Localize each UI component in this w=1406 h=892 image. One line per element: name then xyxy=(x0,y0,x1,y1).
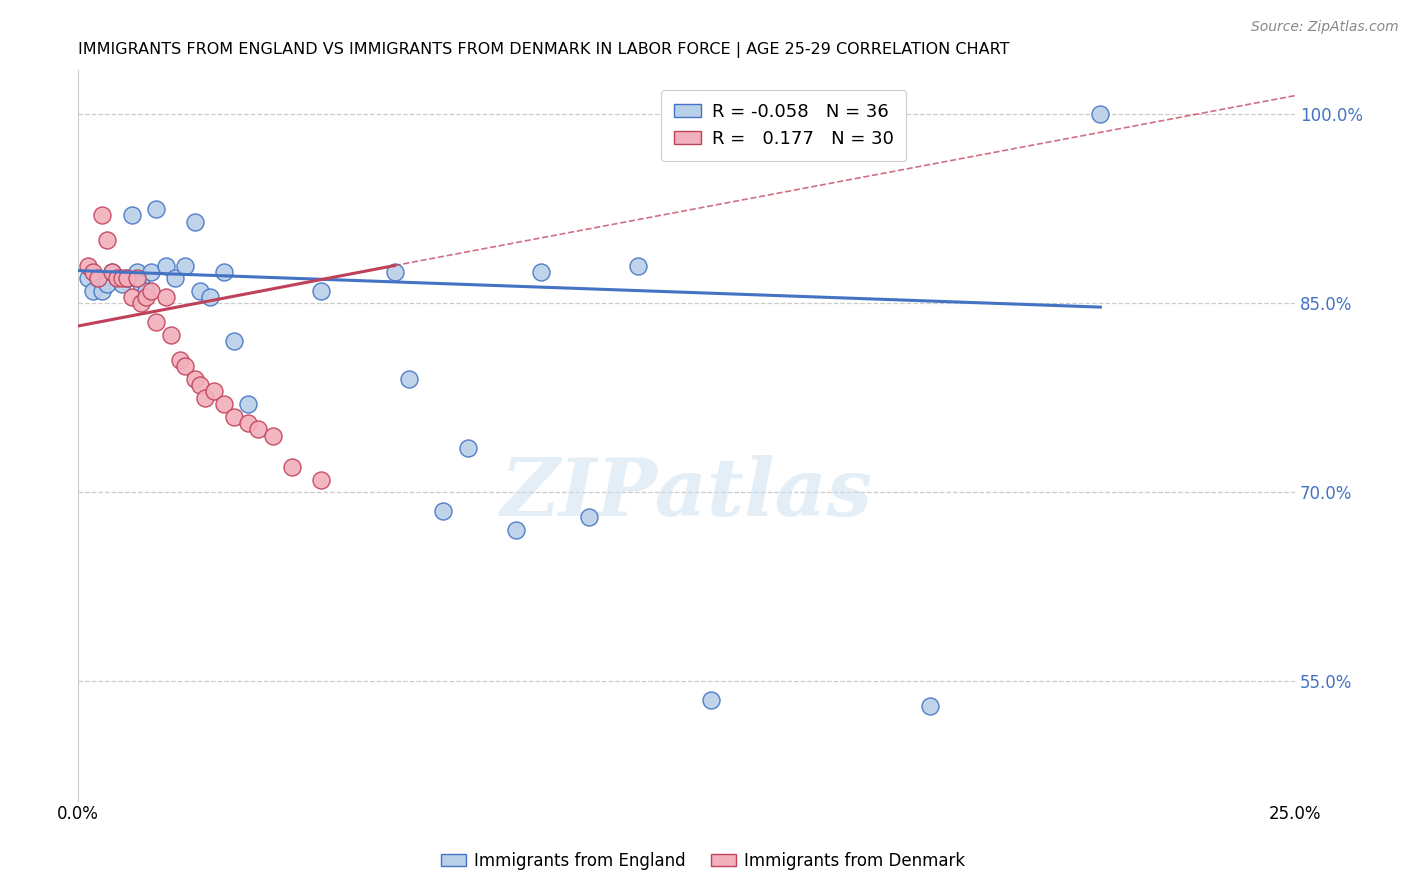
Point xyxy=(76,271,98,285)
Point xyxy=(169,353,191,368)
Point xyxy=(238,416,260,430)
Point xyxy=(101,265,124,279)
Point xyxy=(311,473,333,487)
Point xyxy=(222,409,245,424)
Point xyxy=(578,510,600,524)
Point xyxy=(82,284,104,298)
Point xyxy=(139,284,162,298)
Point xyxy=(125,265,148,279)
Point xyxy=(121,208,143,222)
Text: IMMIGRANTS FROM ENGLAND VS IMMIGRANTS FROM DENMARK IN LABOR FORCE | AGE 25-29 CO: IMMIGRANTS FROM ENGLAND VS IMMIGRANTS FR… xyxy=(79,42,1010,58)
Point xyxy=(262,428,284,442)
Point xyxy=(115,271,138,285)
Point xyxy=(194,391,217,405)
Point xyxy=(135,284,157,298)
Point xyxy=(139,265,162,279)
Point xyxy=(91,284,114,298)
Text: ZIPatlas: ZIPatlas xyxy=(501,455,873,533)
Point xyxy=(131,296,153,310)
Point xyxy=(105,271,128,285)
Point xyxy=(135,290,157,304)
Point xyxy=(96,233,118,247)
Point xyxy=(212,265,235,279)
Point xyxy=(398,372,420,386)
Point xyxy=(212,397,235,411)
Point xyxy=(86,271,108,285)
Point xyxy=(174,359,197,374)
Point xyxy=(184,372,207,386)
Point xyxy=(281,460,304,475)
Point xyxy=(174,259,197,273)
Point xyxy=(222,334,245,348)
Point xyxy=(159,327,181,342)
Point xyxy=(529,265,551,279)
Point xyxy=(101,265,124,279)
Point xyxy=(184,214,207,228)
Point xyxy=(145,315,167,329)
Point xyxy=(202,384,225,399)
Point xyxy=(198,290,221,304)
Point xyxy=(131,277,153,292)
Point xyxy=(155,259,177,273)
Point xyxy=(188,284,211,298)
Point xyxy=(111,277,134,292)
Point xyxy=(188,378,211,392)
Point xyxy=(121,290,143,304)
Point xyxy=(145,202,167,216)
Text: Source: ZipAtlas.com: Source: ZipAtlas.com xyxy=(1251,20,1399,34)
Legend: R = -0.058   N = 36, R =   0.177   N = 30: R = -0.058 N = 36, R = 0.177 N = 30 xyxy=(661,90,907,161)
Point xyxy=(115,271,138,285)
Point xyxy=(918,699,941,714)
Point xyxy=(247,422,270,436)
Point xyxy=(505,523,527,537)
Point xyxy=(627,259,650,273)
Point xyxy=(96,277,118,292)
Point xyxy=(311,284,333,298)
Point xyxy=(700,693,723,707)
Point xyxy=(91,208,114,222)
Point xyxy=(82,265,104,279)
Point xyxy=(111,271,134,285)
Point xyxy=(1090,107,1112,121)
Legend: Immigrants from England, Immigrants from Denmark: Immigrants from England, Immigrants from… xyxy=(434,846,972,877)
Point xyxy=(238,397,260,411)
Point xyxy=(125,271,148,285)
Point xyxy=(155,290,177,304)
Point xyxy=(432,504,454,518)
Point xyxy=(165,271,187,285)
Point xyxy=(105,271,128,285)
Point xyxy=(457,441,479,455)
Point xyxy=(86,271,108,285)
Point xyxy=(384,265,406,279)
Point xyxy=(76,259,98,273)
